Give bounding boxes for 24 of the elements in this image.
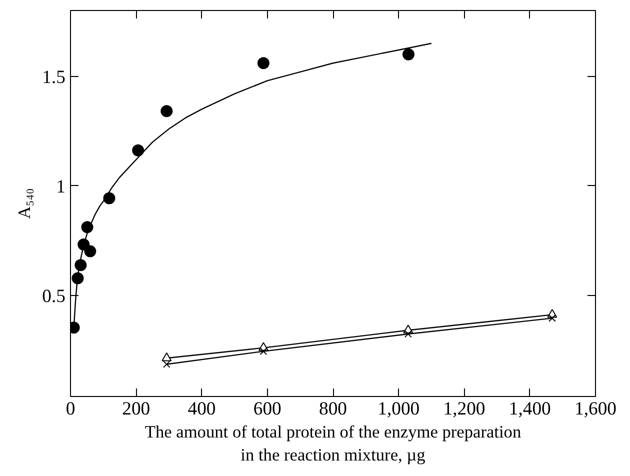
x-tick-label: 0 — [66, 398, 76, 420]
x-tick-label: 600 — [253, 398, 282, 420]
point — [162, 352, 172, 362]
y-tick-label: 1 — [56, 176, 66, 198]
point — [404, 330, 412, 338]
point — [162, 360, 170, 368]
x-tick-label: 200 — [122, 398, 150, 420]
point — [160, 105, 173, 118]
x-tick-label: 400 — [188, 398, 216, 420]
y-axis-title: A₅₄₀ — [15, 188, 34, 219]
x-tick-label: 1,200 — [443, 398, 486, 420]
x-tick-label: 800 — [319, 398, 347, 420]
y-tick-label: 0.5 — [42, 286, 66, 308]
point — [402, 48, 414, 60]
point — [548, 314, 556, 322]
x-tick-label: 1,600 — [574, 398, 616, 420]
point — [132, 144, 144, 156]
x-tick-label: 1,000 — [378, 398, 420, 420]
x-axis-title: The amount of total protein of the enzyme preparation in the reaction mixture, µg — [144, 422, 522, 464]
y-tick-label: 1.5 — [42, 66, 66, 88]
point — [257, 57, 270, 70]
point — [260, 348, 268, 355]
point — [84, 245, 96, 258]
x-tick-label: 1,400 — [508, 398, 551, 420]
